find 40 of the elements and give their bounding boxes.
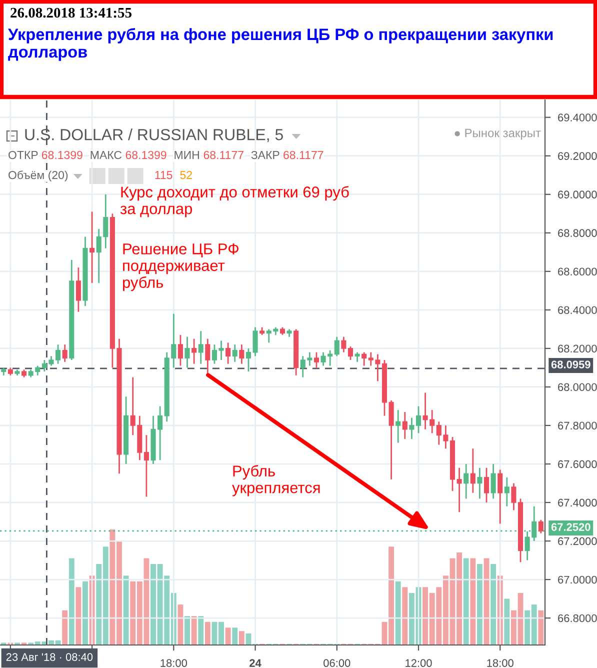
text: 26.08.2018 13:41:55	[10, 8, 132, 18]
x-tick-label: 12:00	[406, 659, 432, 667]
y-tick-label: 68.4000	[558, 306, 597, 314]
y-tick-label: 68.6000	[558, 268, 597, 276]
annotation: 115	[155, 171, 172, 180]
y-tick-label: 67.6000	[558, 460, 597, 468]
ref-line-label: 23 Авг '18 · 08:40	[6, 653, 93, 661]
y-tick-label: 67.0000	[558, 576, 597, 584]
annotation: Рубль укрепляется	[232, 465, 320, 496]
ref-line-label: 68.0959	[551, 360, 590, 368]
annotation: ЗАКР	[251, 150, 280, 160]
y-tick-label: 66.8000	[558, 614, 597, 622]
annotation: МИН	[174, 151, 199, 159]
y-tick-label: 67.4000	[558, 498, 597, 507]
y-tick-label: 68.2000	[558, 344, 597, 353]
y-tick-label: 67.2000	[558, 537, 597, 546]
annotation: МАКС	[90, 150, 122, 160]
annotation: Решение ЦБ РФ поддерживает рубль	[123, 243, 238, 292]
y-tick-label: 68.0000	[558, 383, 597, 392]
annotation: 68.1177	[204, 150, 244, 160]
annotation: ОТКР	[8, 150, 38, 160]
y-tick-label: 69.0000	[558, 190, 597, 198]
ref-line-label: 67.2520	[551, 523, 590, 531]
chart-title: Укрепление рубля на фоне решения ЦБ РФ о прекращении закупки долларов	[8, 28, 553, 61]
text: U.S. DOLLAR / RUSSIAN RUBLE, 5	[25, 128, 283, 142]
annotation: Курс доходит до отметки 69 руб за доллар	[120, 186, 349, 218]
y-tick-label: 68.8000	[558, 229, 597, 237]
x-tick-label: 24	[250, 659, 262, 667]
y-tick-label: 67.8000	[558, 422, 597, 430]
annotation: ● Рынок закрыт	[454, 128, 541, 140]
y-tick-label: 69.2000	[558, 152, 597, 160]
x-tick-label: 06:00	[324, 659, 350, 667]
annotation: 68.1399	[42, 150, 82, 160]
y-tick-label: 69.4000	[558, 114, 597, 122]
annotation: 68.1399	[126, 150, 166, 160]
annotation: 68.1177	[284, 150, 324, 160]
x-tick-label: 18:00	[160, 659, 187, 667]
annotation: 52	[180, 170, 192, 180]
x-tick-label: 18:00	[487, 659, 514, 667]
annotation: Объём (20)	[8, 170, 68, 182]
